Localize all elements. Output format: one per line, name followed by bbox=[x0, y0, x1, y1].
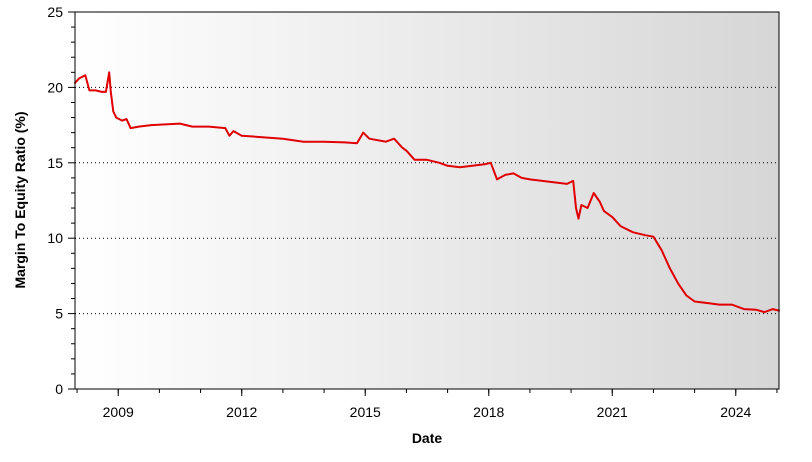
series-line-0 bbox=[74, 71, 780, 314]
x-tick-label: 2015 bbox=[350, 404, 381, 420]
axis-ticks bbox=[68, 11, 778, 396]
y-tick-label: 10 bbox=[47, 230, 63, 246]
series-layer bbox=[74, 71, 780, 314]
plot-area-background bbox=[75, 12, 779, 389]
x-tick-labels: 2009 2012 2015 2018 2021 2024 bbox=[103, 404, 752, 420]
x-tick-label: 2012 bbox=[226, 404, 257, 420]
y-axis-title: Margin To Equity Ratio (%) bbox=[12, 111, 28, 288]
x-tick-label: 2018 bbox=[473, 404, 504, 420]
x-tick-label: 2021 bbox=[597, 404, 628, 420]
plot-area-frame bbox=[74, 11, 780, 390]
y-tick-label: 25 bbox=[47, 4, 63, 20]
y-tick-label: 20 bbox=[47, 79, 63, 95]
x-axis-title: Date bbox=[412, 430, 443, 446]
gridlines bbox=[75, 86, 779, 315]
y-tick-label: 0 bbox=[55, 381, 63, 397]
x-tick-label: 2009 bbox=[103, 404, 134, 420]
y-tick-label: 5 bbox=[55, 306, 63, 322]
y-tick-labels: 0 5 10 15 20 25 bbox=[47, 4, 63, 397]
y-tick-label: 15 bbox=[47, 155, 63, 171]
x-tick-label: 2024 bbox=[720, 404, 751, 420]
